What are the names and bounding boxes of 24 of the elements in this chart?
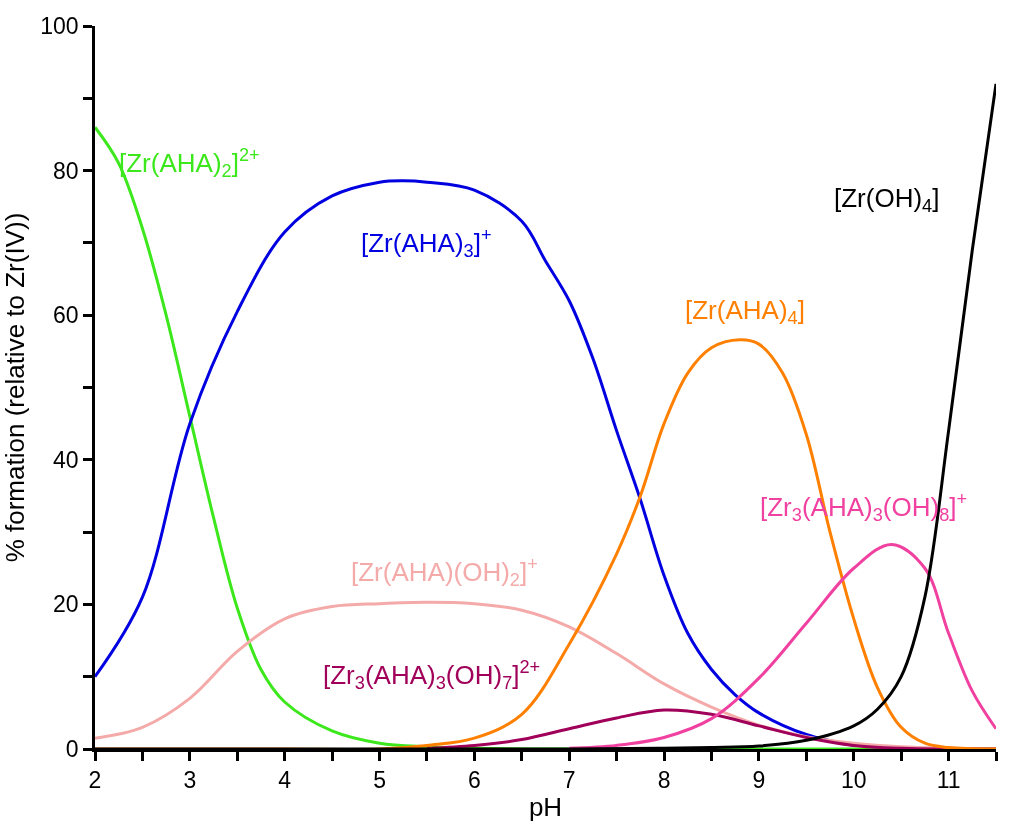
x-tick-label: 4 xyxy=(278,767,292,794)
y-tick-label: 100 xyxy=(40,13,79,40)
y-tick-label: 40 xyxy=(53,446,79,473)
y-tick-label: 0 xyxy=(65,736,79,763)
y-tick-label: 20 xyxy=(53,591,79,618)
x-tick-label: 11 xyxy=(936,767,961,794)
x-tick-label: 10 xyxy=(840,767,867,794)
series-label: [Zr(OH)$_{4}$] xyxy=(834,183,940,217)
x-tick-label: 8 xyxy=(657,767,671,794)
x-tick-label: 9 xyxy=(752,767,766,794)
series-label: [Zr(AHA)$_{2}$]$^{2+}$ xyxy=(119,145,260,182)
y-tick-label: 60 xyxy=(53,302,79,329)
x-tick-label: 6 xyxy=(467,767,481,794)
x-tick-label: 2 xyxy=(88,767,102,794)
series-label: [Zr$_{3}$(AHA)$_{3}$(OH)$_{7}$]$^{2+}$ xyxy=(323,657,541,694)
series-label: [Zr(AHA)$_{4}$] xyxy=(685,295,805,329)
x-tick-label: 5 xyxy=(373,767,386,794)
series-label: [Zr(AHA)(OH)$_{2}$]$^{+}$ xyxy=(351,554,538,591)
series-label: [Zr(AHA)$_{3}$]$^{+}$ xyxy=(361,225,492,262)
y-tick-label: 80 xyxy=(53,157,79,184)
x-tick-label: 7 xyxy=(562,767,576,794)
y-axis-title: % formation (relative to Zr(IV)) xyxy=(0,212,30,563)
x-tick-label: 3 xyxy=(183,767,197,794)
x-axis-title: pH xyxy=(528,792,563,823)
